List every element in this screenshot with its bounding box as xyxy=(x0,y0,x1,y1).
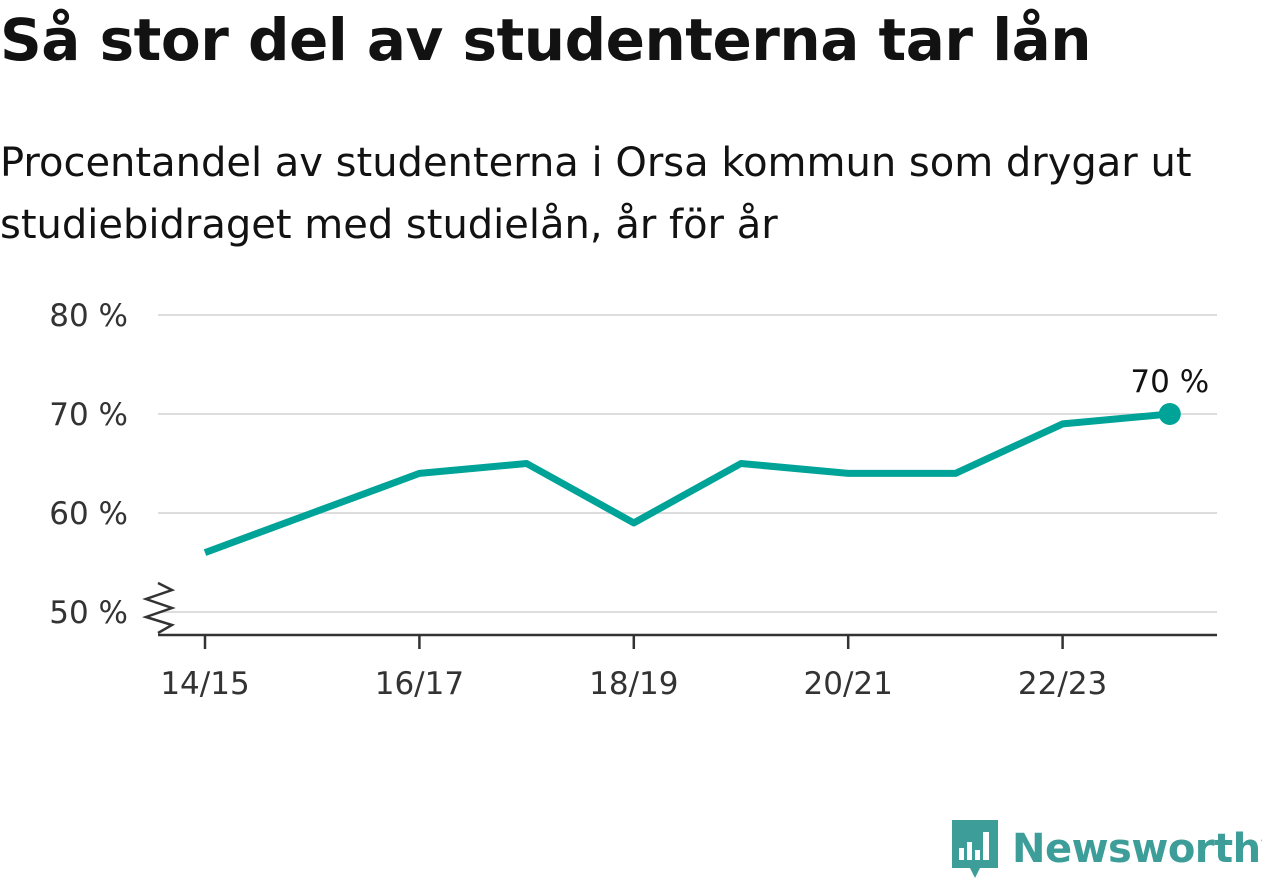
y-tick-label: 70 % xyxy=(49,397,128,433)
chart-subtitle: Procentandel av studenterna i Orsa kommu… xyxy=(0,140,1192,248)
newsworthy-logo-icon xyxy=(952,820,998,878)
y-tick-label: 60 % xyxy=(49,496,128,532)
chart-title: Så stor del av studenterna tar lån xyxy=(0,6,1092,74)
x-tick-label: 18/19 xyxy=(589,666,678,702)
y-axis-ticks: 50 % 60 % 70 % 80 % xyxy=(49,298,128,631)
y-tick-label: 50 % xyxy=(49,595,128,631)
x-tick-label: 20/21 xyxy=(804,666,893,702)
end-point-label: 70 % xyxy=(1130,364,1209,400)
x-axis xyxy=(141,581,1217,637)
logo-text: Newsworthy xyxy=(1012,826,1262,872)
x-tick-label: 22/23 xyxy=(1018,666,1107,702)
y-tick-label: 80 % xyxy=(49,298,128,334)
axis-break-icon xyxy=(141,581,176,635)
series-layer: 70 % xyxy=(203,364,1209,556)
end-point-marker xyxy=(1158,403,1181,425)
x-tick-label: 16/17 xyxy=(375,666,464,702)
x-axis-ticks: 14/15 16/17 18/19 20/21 22/23 xyxy=(160,635,1107,702)
gridlines xyxy=(158,314,1217,613)
x-tick-label: 14/15 xyxy=(160,666,249,702)
series-line xyxy=(203,410,1171,556)
newsworthy-logo: Newsworthy xyxy=(950,818,1262,880)
